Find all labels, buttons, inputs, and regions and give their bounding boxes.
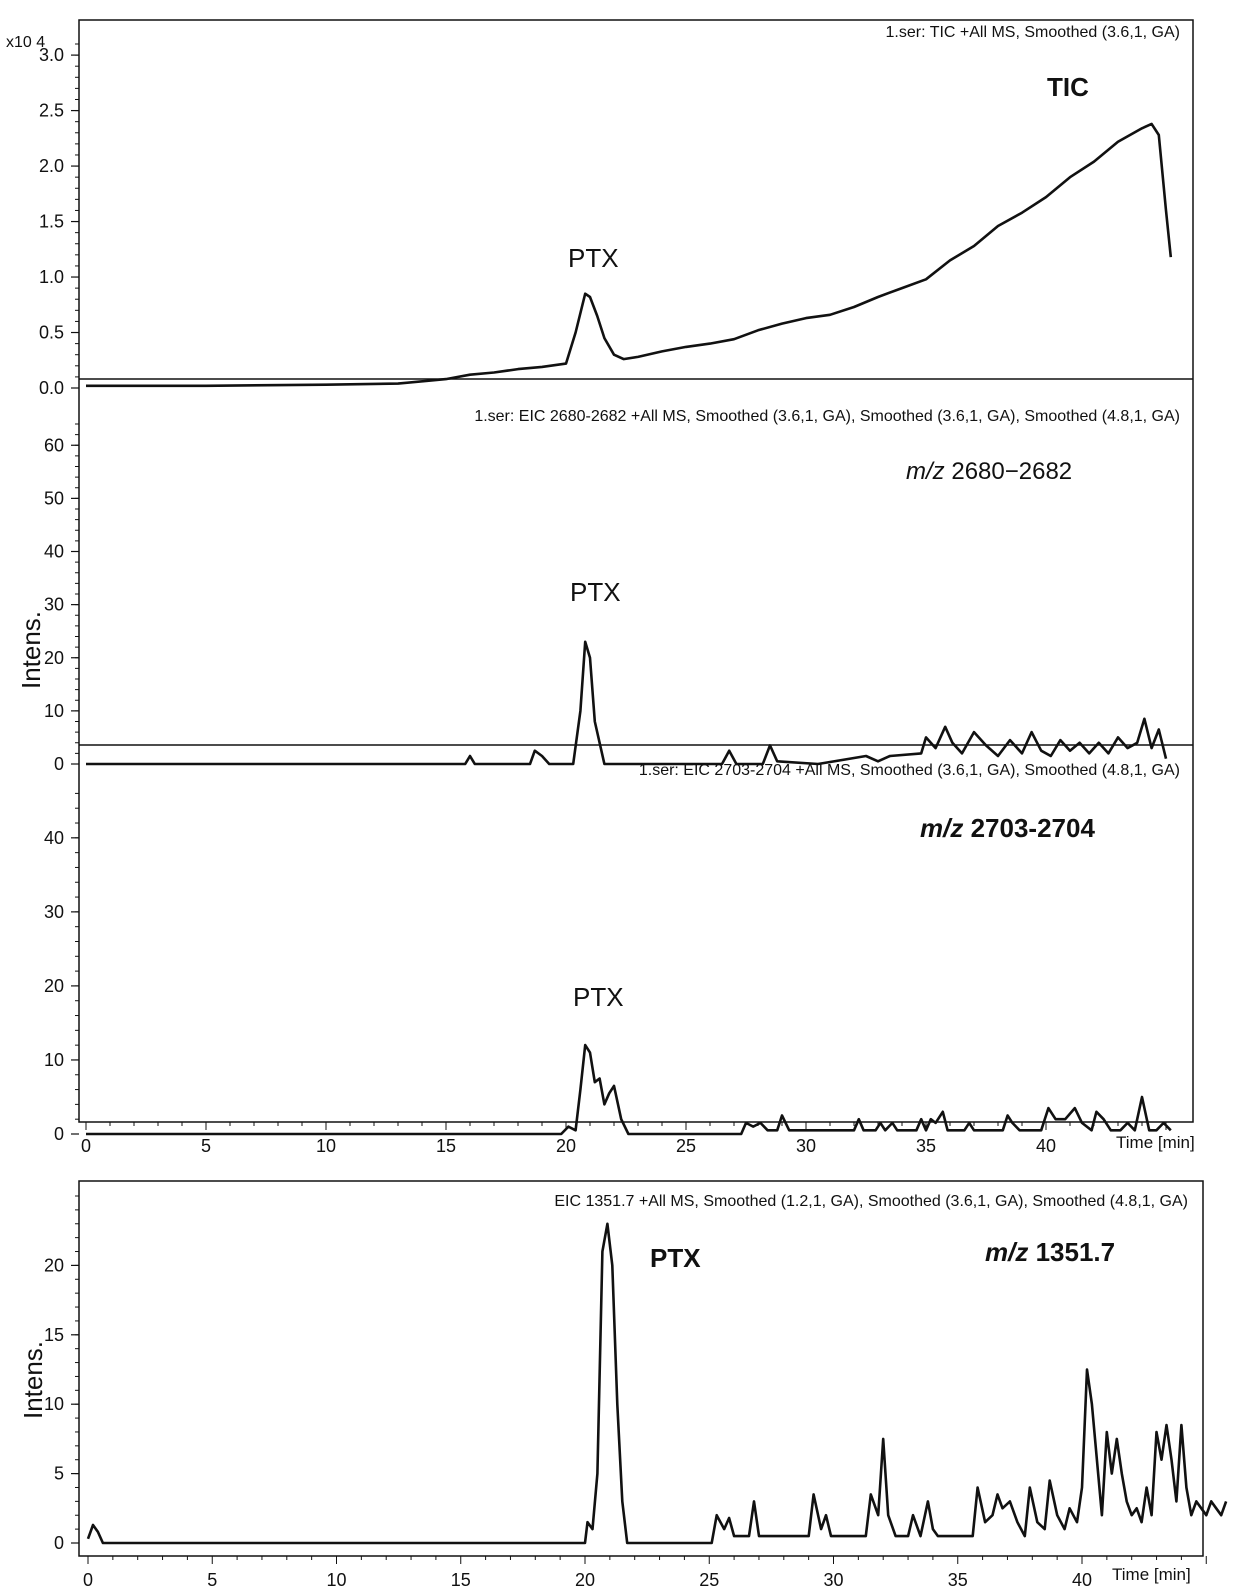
- eic2680-ytick-label: 30: [44, 595, 64, 615]
- x-axis-label-upper: Time [min]: [1116, 1133, 1195, 1152]
- eic1351-ytick-label: 10: [44, 1394, 64, 1414]
- lower-xtick-label: 0: [83, 1570, 93, 1587]
- eic2703-ytick-label: 0: [54, 1124, 64, 1144]
- tic-scale-label: x10 4: [6, 34, 45, 51]
- eic1351-ytick-label: 15: [44, 1325, 64, 1345]
- upper-xtick-label: 5: [201, 1136, 211, 1156]
- lower-xtick-label: 5: [207, 1570, 217, 1587]
- lower-xtick-label: 25: [699, 1570, 719, 1587]
- upper-xtick-label: 0: [81, 1136, 91, 1156]
- eic2680-annotation: m/z 2680−2682: [906, 458, 1072, 485]
- lower-xtick-label: 30: [823, 1570, 843, 1587]
- lower-xtick-label: 15: [451, 1570, 471, 1587]
- tic-peak-label: PTX: [568, 243, 619, 273]
- eic1351-ytick-label: 0: [54, 1533, 64, 1553]
- tic-ytick-label: 2.5: [39, 101, 64, 121]
- eic2703-trace-line: [86, 1043, 1172, 1136]
- lower-chart-frame: [78, 1180, 1204, 1557]
- lower-xtick-label: 40: [1072, 1570, 1092, 1587]
- upper-xtick-label: 30: [796, 1136, 816, 1156]
- eic2680-peak-label: PTX: [570, 577, 621, 607]
- eic2680-ytick-label: 0: [54, 754, 64, 774]
- y-axis-label-upper: Intens.: [16, 611, 46, 689]
- x-axis-label-lower: Time [min]: [1112, 1565, 1191, 1584]
- tic-trace-header: 1.ser: TIC +All MS, Smoothed (3.6,1, GA): [886, 24, 1180, 41]
- lower-xtick-label: 10: [326, 1570, 346, 1587]
- upper-xtick-label: 20: [556, 1136, 576, 1156]
- upper-chart-frame: [78, 19, 1194, 1123]
- eic2703-ytick-label: 20: [44, 976, 64, 996]
- eic1351-peak-label: PTX: [650, 1243, 701, 1273]
- eic2680-ytick-label: 40: [44, 542, 64, 562]
- lower-xtick-label: 20: [575, 1570, 595, 1587]
- eic2680-ytick-label: 60: [44, 435, 64, 455]
- eic2703-ytick-label: 40: [44, 828, 64, 848]
- eic1351-ytick-label: 5: [54, 1464, 64, 1484]
- lower-xtick-label: 35: [948, 1570, 968, 1587]
- tic-ytick-label: 1.5: [39, 212, 64, 232]
- traces: [86, 122, 1228, 1545]
- eic1351-trace-line: [86, 1222, 1228, 1545]
- eic2703-ytick-label: 30: [44, 902, 64, 922]
- upper-xtick-label: 40: [1036, 1136, 1056, 1156]
- tic-ytick-label: 3.0: [39, 45, 64, 65]
- tic-ytick-label: 1.0: [39, 267, 64, 287]
- upper-xtick-label: 25: [676, 1136, 696, 1156]
- eic2680-ytick-label: 10: [44, 701, 64, 721]
- eic2680-ytick-label: 50: [44, 488, 64, 508]
- eic2703-peak-label: PTX: [573, 982, 624, 1012]
- upper-xtick-label: 15: [436, 1136, 456, 1156]
- eic2703-ytick-label: 10: [44, 1050, 64, 1070]
- tic-trace-line: [86, 122, 1173, 388]
- y-axis-label-lower: Intens.: [18, 1341, 48, 1419]
- eic1351-ytick-label: 20: [44, 1255, 64, 1275]
- eic1351-trace-header: EIC 1351.7 +All MS, Smoothed (1.2,1, GA)…: [554, 1193, 1188, 1210]
- upper-xtick-label: 10: [316, 1136, 336, 1156]
- axis-ticks: 0.00.51.01.52.02.53.00102030405060010203…: [39, 43, 1207, 1587]
- tic-ytick-label: 0.0: [39, 378, 64, 398]
- eic1351-annotation: m/z 1351.7: [985, 1237, 1115, 1267]
- tic-ytick-label: 0.5: [39, 323, 64, 343]
- eic2680-trace-header: 1.ser: EIC 2680-2682 +All MS, Smoothed (…: [474, 408, 1180, 425]
- tic-ytick-label: 2.0: [39, 156, 64, 176]
- eic2703-trace-header: 1.ser: EIC 2703-2704 +All MS, Smoothed (…: [639, 762, 1180, 779]
- upper-xtick-label: 35: [916, 1136, 936, 1156]
- eic2703-annotation: m/z 2703-2704: [920, 813, 1095, 843]
- eic2680-ytick-label: 20: [44, 648, 64, 668]
- eic2680-trace-line: [86, 640, 1168, 766]
- tic-annotation: TIC: [1047, 72, 1089, 102]
